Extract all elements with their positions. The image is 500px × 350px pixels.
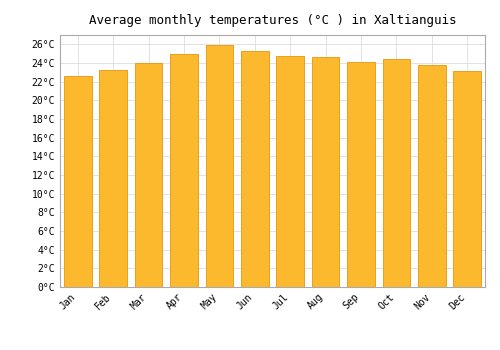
Bar [382,59,410,287]
Bar [100,70,127,287]
Bar [347,62,375,287]
Bar [64,76,92,287]
Bar [418,65,446,287]
Bar [276,56,304,287]
Bar [206,45,233,287]
Bar [312,57,340,287]
Bar [454,71,481,287]
Bar [170,54,198,287]
Bar [241,51,268,287]
Bar [134,63,162,287]
Title: Average monthly temperatures (°C ) in Xaltianguis: Average monthly temperatures (°C ) in Xa… [89,14,456,27]
